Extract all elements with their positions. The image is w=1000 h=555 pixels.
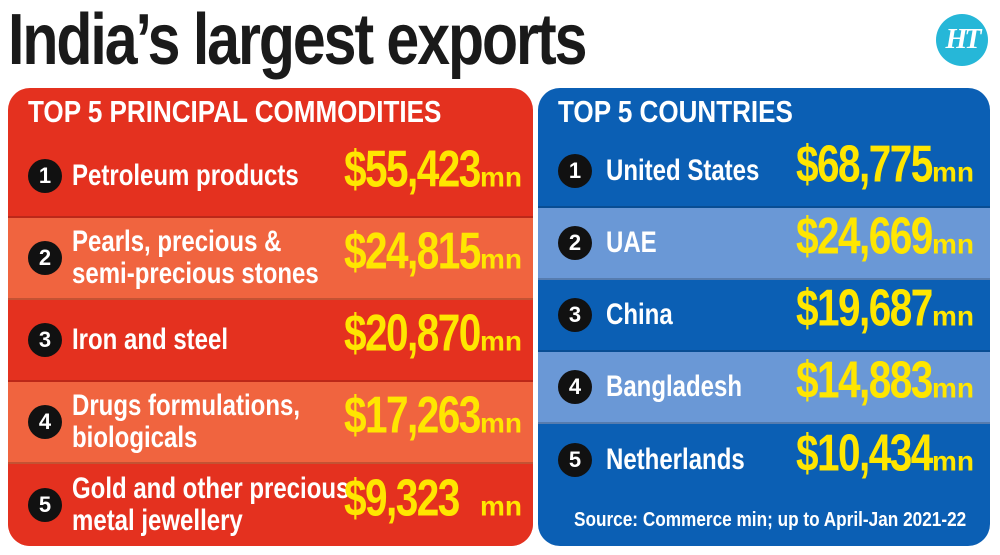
commodities-header-text: TOP 5 PRINCIPAL COMMODITIES bbox=[28, 94, 442, 129]
country-row: 1 United States $68,775mn bbox=[538, 136, 990, 208]
commodity-label-line: Iron and steel bbox=[72, 323, 229, 356]
value-amount: $19,687 bbox=[796, 279, 933, 338]
commodity-label: Iron and steel bbox=[72, 324, 267, 356]
rank-badge: 4 bbox=[28, 405, 62, 439]
value-amount: $14,883 bbox=[796, 351, 933, 410]
commodities-header: TOP 5 PRINCIPAL COMMODITIES bbox=[8, 88, 533, 136]
commodity-value: $9,323 mn bbox=[344, 473, 522, 538]
countries-panel: TOP 5 COUNTRIES 1 United States $68,775m… bbox=[538, 88, 990, 546]
commodity-value: $17,263mn bbox=[344, 390, 522, 455]
countries-header-text: TOP 5 COUNTRIES bbox=[558, 94, 793, 129]
value-amount: $68,775 bbox=[796, 135, 933, 194]
country-name: UAE bbox=[606, 226, 657, 259]
value-unit: mn bbox=[480, 161, 522, 193]
country-value: $14,883mn bbox=[796, 355, 974, 420]
country-row: 5 Netherlands $10,434mn bbox=[538, 424, 990, 496]
rank-badge: 2 bbox=[558, 226, 592, 260]
value-unit: mn bbox=[480, 490, 522, 522]
country-value: $24,669mn bbox=[796, 211, 974, 276]
commodities-list: 1 Petroleum products $55,423mn 2 Pearls,… bbox=[8, 136, 533, 546]
country-value: $19,687mn bbox=[796, 283, 974, 348]
country-row: 3 China $19,687mn bbox=[538, 280, 990, 352]
value-unit: mn bbox=[932, 300, 974, 332]
country-row: 4 Bangladesh $14,883mn bbox=[538, 352, 990, 424]
country-label: UAE bbox=[606, 227, 669, 259]
commodity-value: $55,423mn bbox=[344, 144, 522, 209]
commodity-label-line: Gold and other precious bbox=[72, 472, 350, 505]
country-name: Bangladesh bbox=[606, 370, 743, 403]
rank-badge: 1 bbox=[558, 154, 592, 188]
rank-badge: 3 bbox=[28, 323, 62, 357]
commodity-value: $20,870mn bbox=[344, 308, 522, 373]
country-label: Netherlands bbox=[606, 444, 779, 476]
commodity-row: 4 Drugs formulations, biologicals $17,26… bbox=[8, 382, 533, 464]
commodity-label-line: Drugs formulations, bbox=[72, 389, 301, 422]
source-note: Source: Commerce min; up to April-Jan 20… bbox=[574, 509, 967, 531]
commodity-row: 3 Iron and steel $20,870mn bbox=[8, 300, 533, 382]
value-amount: $24,669 bbox=[796, 207, 933, 266]
countries-list: 1 United States $68,775mn 2 UAE $24,669m… bbox=[538, 136, 990, 496]
country-label: Bangladesh bbox=[606, 371, 776, 403]
value-amount: $10,434 bbox=[796, 424, 933, 483]
commodity-label-line: Petroleum products bbox=[72, 159, 299, 192]
commodity-row: 5 Gold and other precious metal jeweller… bbox=[8, 464, 533, 546]
commodity-label-line: semi-precious stones bbox=[72, 257, 319, 290]
commodity-label: Drugs formulations, biologicals bbox=[72, 390, 357, 454]
value-amount: $17,263 bbox=[344, 386, 481, 445]
commodity-label-line: biologicals bbox=[72, 421, 198, 454]
rank-badge: 4 bbox=[558, 370, 592, 404]
rank-badge: 2 bbox=[28, 241, 62, 275]
value-amount: $55,423 bbox=[344, 140, 481, 199]
value-unit: mn bbox=[932, 445, 974, 477]
rank-badge: 5 bbox=[558, 443, 592, 477]
page-title: India’s largest exports bbox=[8, 0, 587, 80]
country-label: China bbox=[606, 299, 689, 331]
value-unit: mn bbox=[480, 407, 522, 439]
country-value: $10,434mn bbox=[796, 428, 974, 493]
rank-badge: 3 bbox=[558, 298, 592, 332]
ht-logo-icon: HT bbox=[936, 14, 988, 66]
value-unit: mn bbox=[932, 372, 974, 404]
value-unit: mn bbox=[480, 325, 522, 357]
commodities-panel: TOP 5 PRINCIPAL COMMODITIES 1 Petroleum … bbox=[8, 88, 533, 546]
commodity-row: 2 Pearls, precious & semi-precious stone… bbox=[8, 218, 533, 300]
rank-badge: 5 bbox=[28, 488, 62, 522]
country-name: China bbox=[606, 298, 673, 331]
commodity-value: $24,815mn bbox=[344, 226, 522, 291]
value-unit: mn bbox=[932, 228, 974, 260]
commodity-label-line: metal jewellery bbox=[72, 504, 243, 537]
rank-badge: 1 bbox=[28, 159, 62, 193]
country-name: United States bbox=[606, 154, 760, 187]
commodity-label: Pearls, precious & semi-precious stones bbox=[72, 226, 380, 290]
country-label: United States bbox=[606, 155, 798, 187]
value-amount: $9,323 bbox=[344, 469, 460, 528]
country-value: $68,775mn bbox=[796, 139, 974, 204]
commodity-label-line: Pearls, precious & bbox=[72, 225, 282, 258]
commodity-row: 1 Petroleum products $55,423mn bbox=[8, 136, 533, 218]
countries-header: TOP 5 COUNTRIES bbox=[538, 88, 990, 136]
commodity-label: Gold and other precious metal jewellery bbox=[72, 473, 419, 537]
value-amount: $24,815 bbox=[344, 222, 481, 281]
value-unit: mn bbox=[480, 243, 522, 275]
country-row: 2 UAE $24,669mn bbox=[538, 208, 990, 280]
value-amount: $20,870 bbox=[344, 304, 481, 363]
commodity-label: Petroleum products bbox=[72, 160, 355, 192]
value-unit: mn bbox=[932, 156, 974, 188]
country-name: Netherlands bbox=[606, 443, 745, 476]
